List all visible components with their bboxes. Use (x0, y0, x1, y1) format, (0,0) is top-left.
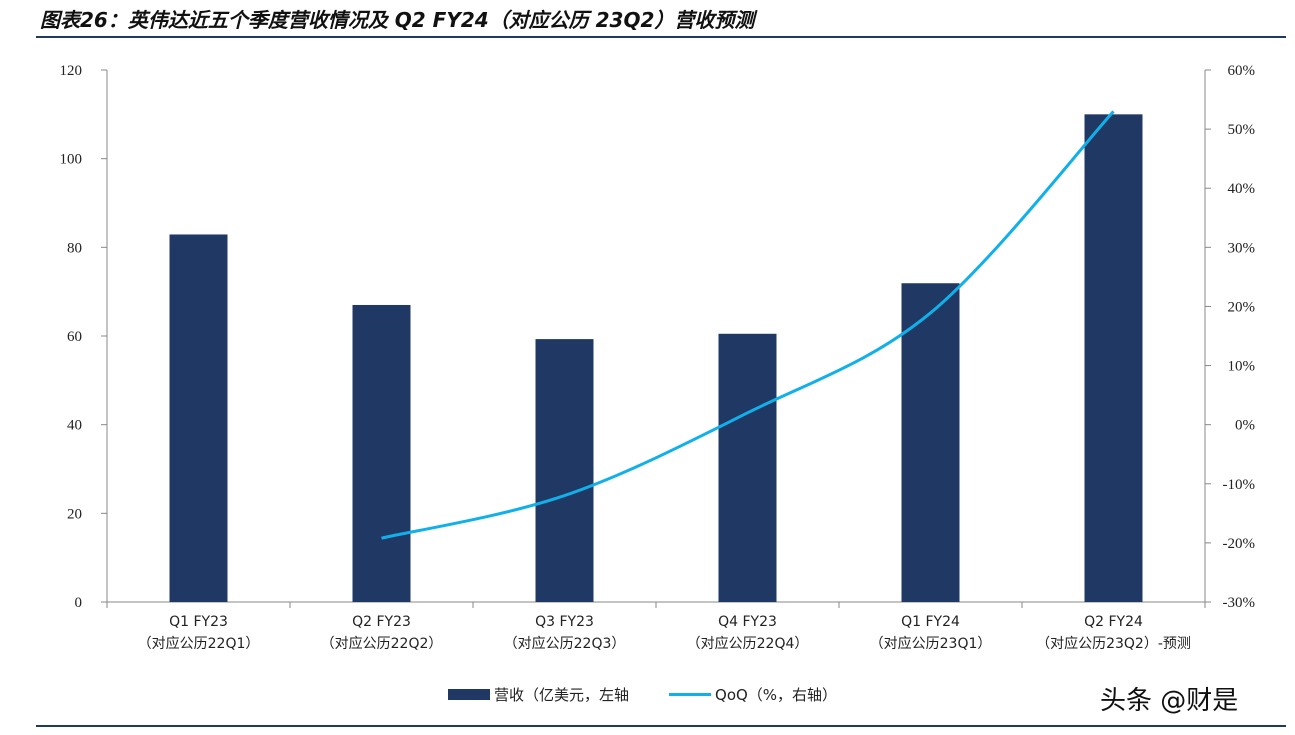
legend: 营收（亿美元，左轴 QoQ（%，右轴） (448, 684, 877, 705)
left-tick-label: 80 (67, 240, 82, 256)
category-label: （对应公历22Q1） (138, 635, 260, 652)
category-label: Q1 FY24 (901, 614, 960, 630)
legend-swatch-line (669, 693, 712, 696)
legend-item-revenue: 营收（亿美元，左轴 (448, 684, 629, 705)
right-tick-label: -20% (1223, 536, 1256, 552)
category-label: Q3 FY23 (535, 614, 594, 630)
right-tick-label: 20% (1228, 299, 1256, 315)
right-tick-label: -30% (1223, 595, 1256, 611)
left-tick-label: 100 (60, 152, 83, 168)
left-tick-label: 120 (60, 63, 83, 79)
right-tick-label: 30% (1228, 240, 1256, 256)
category-label: （对应公历22Q3） (504, 635, 626, 652)
category-label: Q2 FY23 (352, 614, 411, 630)
category-label: Q1 FY23 (169, 614, 228, 630)
category-label: Q2 FY24 (1084, 614, 1143, 630)
watermark: 头条 @财是 (1100, 686, 1239, 716)
legend-label-qoq: QoQ（%，右轴） (715, 686, 838, 704)
revenue-bar (169, 234, 228, 602)
legend-swatch-bar (448, 689, 490, 700)
revenue-bar (1084, 114, 1143, 602)
left-tick-label: 40 (67, 418, 82, 434)
legend-label-revenue: 营收（亿美元，左轴 (494, 686, 630, 704)
category-label: （对应公历22Q2） (321, 635, 443, 652)
right-tick-label: 0% (1235, 418, 1255, 434)
category-label: （对应公历23Q1） (870, 635, 992, 652)
revenue-bar (718, 333, 777, 602)
category-label: （对应公历23Q2）-预测 (1036, 635, 1191, 652)
revenue-bar (352, 304, 411, 602)
revenue-bar (901, 283, 960, 602)
category-label: Q4 FY23 (718, 614, 777, 630)
right-tick-label: 60% (1228, 63, 1256, 79)
chart-title: 图表26：英伟达近五个季度营收情况及 Q2 FY24（对应公历 23Q2）营收预… (40, 8, 755, 32)
right-tick-label: 10% (1228, 359, 1256, 375)
left-tick-label: 60 (67, 329, 82, 345)
right-tick-label: -10% (1223, 477, 1256, 493)
left-tick-label: 0 (75, 595, 83, 611)
bottom-rule (36, 725, 1286, 727)
category-label: （对应公历22Q4） (687, 635, 809, 652)
left-tick-label: 20 (67, 506, 82, 522)
top-rule (36, 36, 1286, 38)
qoq-line (381, 110, 1115, 540)
revenue-bar (535, 339, 594, 602)
right-tick-label: 50% (1228, 122, 1256, 138)
right-tick-label: 40% (1228, 181, 1256, 197)
legend-item-qoq: QoQ（%，右轴） (669, 684, 837, 705)
